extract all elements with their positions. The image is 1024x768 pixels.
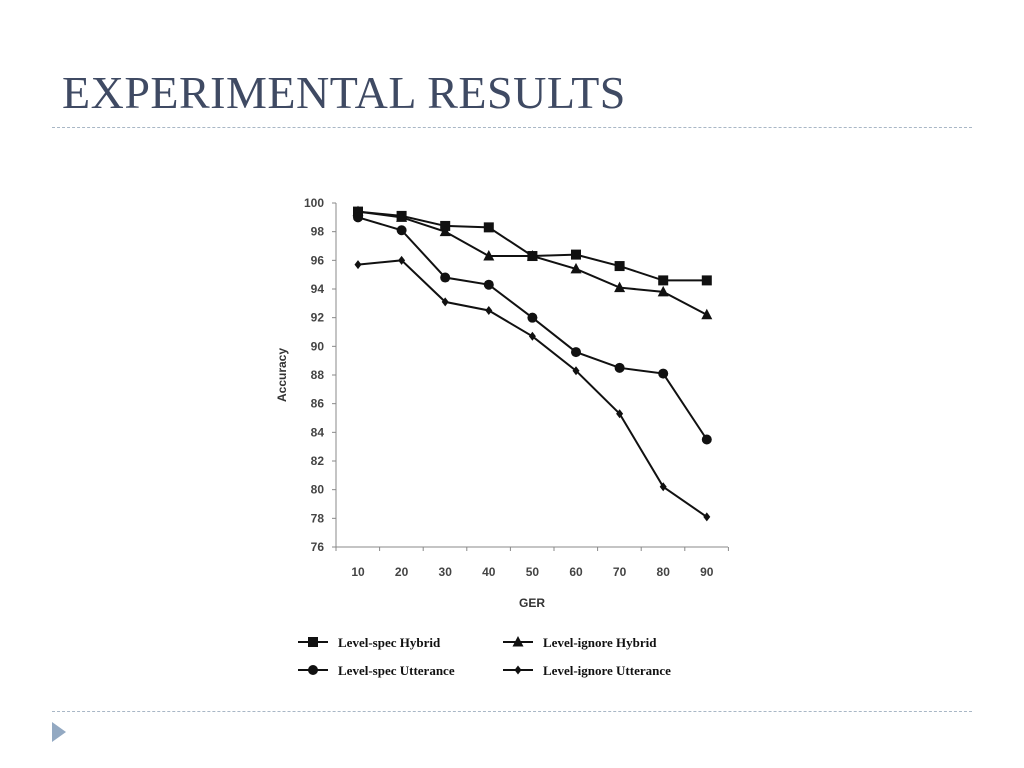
x-tick-label: 70 [613, 565, 627, 579]
x-tick-label: 90 [700, 565, 714, 579]
x-tick-label: 40 [482, 565, 496, 579]
data-point-diamond [659, 482, 667, 492]
legend-label: Level-spec Hybrid [338, 635, 441, 650]
data-point-square [701, 275, 712, 286]
series-line-1 [357, 210, 707, 282]
data-point-diamond [354, 260, 362, 270]
data-point-triangle [396, 211, 408, 222]
next-slide-arrow-icon[interactable] [52, 722, 66, 742]
data-point-square [658, 275, 669, 286]
x-tick-label: 50 [526, 565, 540, 579]
data-point-square [483, 222, 494, 233]
y-tick-label: 98 [311, 225, 325, 239]
data-point-circle [658, 368, 669, 379]
data-point-diamond [441, 297, 449, 307]
legend-marker-triangle [512, 636, 524, 647]
data-point-triangle [701, 308, 713, 320]
title-divider [52, 127, 972, 128]
data-point-square [571, 249, 581, 260]
data-point-triangle [570, 262, 582, 274]
data-point-circle [440, 272, 451, 283]
footer-divider [52, 711, 972, 712]
data-point-diamond [485, 306, 493, 315]
slide-title: EXPERIMENTAL RESULTS [62, 67, 626, 118]
y-tick-label: 94 [311, 282, 325, 296]
data-point-triangle [483, 250, 495, 261]
data-point-triangle [614, 281, 626, 293]
data-point-diamond [528, 331, 536, 341]
data-point-diamond [616, 409, 624, 419]
x-tick-label: 30 [439, 565, 453, 579]
y-tick-label: 78 [311, 511, 325, 525]
legend-marker-diamond [514, 665, 522, 675]
data-point-circle [527, 312, 538, 323]
data-point-circle [483, 279, 494, 290]
x-tick-label: 10 [351, 565, 365, 579]
legend-label: Level-ignore Hybrid [543, 635, 657, 650]
data-point-diamond [398, 255, 406, 265]
legend-label: Level-ignore Utterance [543, 663, 671, 678]
legend-marker-circle [308, 665, 318, 675]
data-point-circle [701, 434, 712, 445]
y-axis-label: Accuracy [275, 348, 289, 402]
x-axis-label: GER [519, 596, 545, 610]
y-tick-label: 96 [311, 253, 325, 267]
x-tick-label: 20 [395, 565, 409, 579]
data-point-diamond [703, 512, 711, 522]
data-point-triangle [439, 225, 451, 237]
series-line-4 [357, 259, 708, 518]
data-point-circle [614, 362, 625, 373]
legend-marker-square [308, 637, 318, 647]
data-point-triangle [526, 250, 538, 261]
data-point-circle [353, 212, 363, 223]
y-tick-label: 90 [311, 339, 325, 353]
legend-label: Level-spec Utterance [338, 663, 455, 678]
y-tick-label: 86 [311, 397, 325, 411]
y-tick-label: 92 [311, 311, 325, 325]
y-tick-label: 100 [304, 196, 324, 210]
data-point-diamond [572, 366, 580, 376]
y-tick-label: 80 [311, 483, 325, 497]
data-point-triangle [657, 285, 669, 297]
data-point-circle [571, 347, 581, 358]
data-point-square [614, 261, 625, 272]
series-line-2 [357, 210, 708, 316]
x-tick-label: 80 [657, 565, 671, 579]
data-point-circle [396, 225, 407, 236]
y-tick-label: 76 [311, 540, 325, 554]
y-tick-label: 82 [311, 454, 325, 468]
y-tick-label: 84 [311, 425, 325, 439]
x-tick-label: 60 [569, 565, 583, 579]
y-tick-label: 88 [311, 368, 325, 382]
